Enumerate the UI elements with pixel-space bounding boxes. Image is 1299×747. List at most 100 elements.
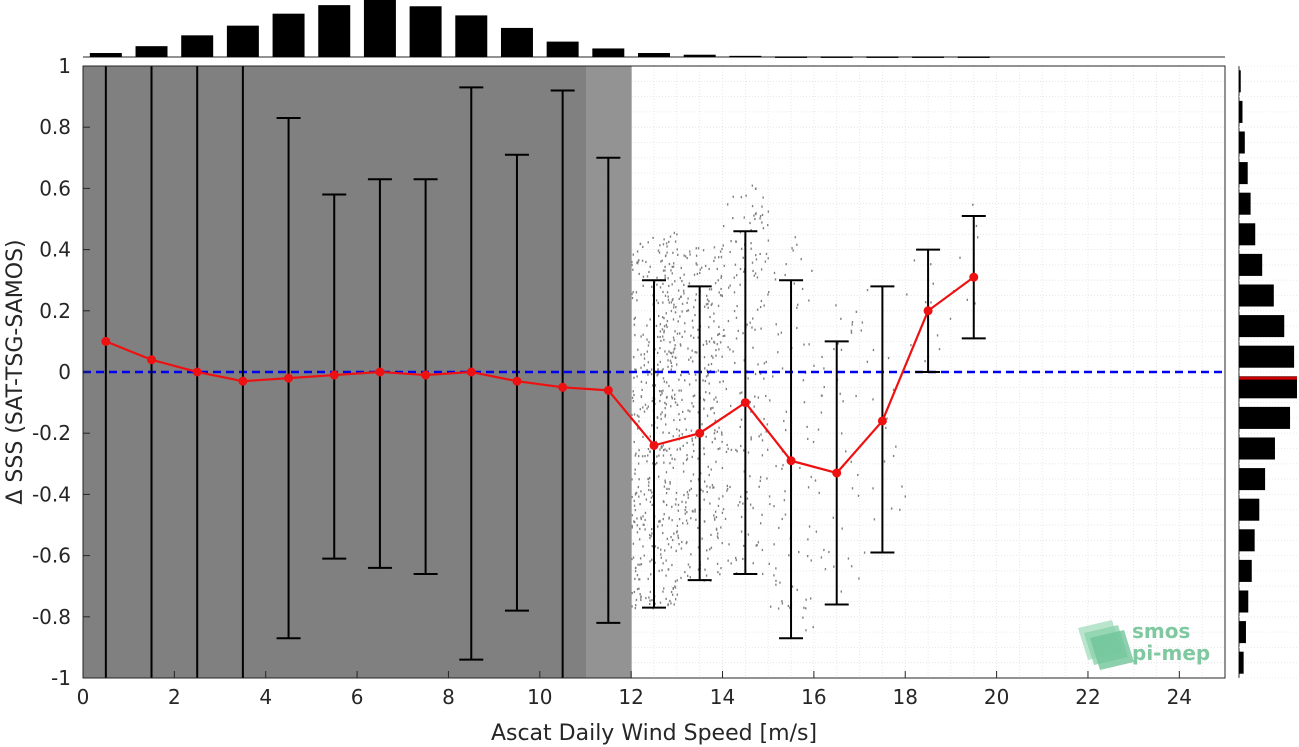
scatter-point bbox=[648, 533, 651, 537]
scatter-point bbox=[680, 266, 682, 270]
scatter-point bbox=[677, 253, 679, 256]
scatter-point bbox=[672, 265, 675, 268]
scatter-point bbox=[649, 450, 651, 453]
scatter-point bbox=[687, 496, 689, 499]
y-tick-label: -0.2 bbox=[32, 421, 71, 445]
scatter-point bbox=[651, 599, 653, 602]
scatter-point bbox=[802, 616, 804, 619]
scatter-point bbox=[784, 513, 787, 516]
scatter-point bbox=[646, 324, 648, 327]
logo-icon bbox=[1078, 620, 1134, 670]
scatter-point bbox=[671, 389, 674, 392]
scatter-point bbox=[648, 476, 651, 480]
scatter-point bbox=[742, 332, 744, 335]
scatter-point bbox=[754, 254, 757, 257]
scatter-point bbox=[657, 301, 659, 305]
scatter-point bbox=[634, 570, 637, 573]
scatter-point bbox=[727, 346, 729, 349]
scatter-point bbox=[690, 356, 692, 359]
x-tick-label: 10 bbox=[527, 685, 552, 709]
scatter-point bbox=[635, 452, 637, 455]
scatter-point bbox=[672, 435, 674, 438]
scatter-point bbox=[736, 450, 738, 453]
scatter-point bbox=[704, 264, 707, 268]
right-histogram-bar bbox=[1239, 223, 1256, 246]
scatter-point bbox=[720, 526, 722, 529]
scatter-point bbox=[646, 338, 648, 341]
scatter-point bbox=[682, 410, 684, 413]
scatter-point bbox=[705, 574, 708, 577]
scatter-point bbox=[661, 411, 663, 414]
scatter-point bbox=[665, 597, 667, 601]
scatter-point bbox=[676, 593, 679, 596]
scatter-point bbox=[808, 343, 810, 346]
scatter-point bbox=[664, 401, 666, 404]
scatter-point bbox=[640, 366, 642, 369]
scatter-point bbox=[677, 289, 680, 292]
scatter-point bbox=[697, 568, 700, 571]
scatter-point bbox=[716, 267, 718, 271]
scatter-point bbox=[643, 357, 646, 360]
scatter-point bbox=[669, 351, 672, 354]
scatter-point bbox=[924, 301, 927, 304]
scatter-point bbox=[724, 517, 727, 521]
scatter-point bbox=[706, 298, 709, 301]
y-axis: -1 -0.8 -0.6 -0.4 -0.2 0 0.2 0.4 0.6 0.8 1 bbox=[32, 54, 90, 690]
scatter-point bbox=[803, 401, 806, 404]
scatter-point bbox=[760, 268, 763, 271]
scatter-point bbox=[769, 399, 771, 402]
scatter-point bbox=[712, 356, 714, 359]
scatter-point bbox=[666, 291, 669, 294]
scatter-point bbox=[655, 324, 658, 328]
right-histogram-bar bbox=[1239, 284, 1274, 307]
scatter-point bbox=[637, 260, 639, 263]
scatter-point bbox=[665, 492, 668, 495]
scatter-point bbox=[750, 229, 752, 232]
right-histogram-bar bbox=[1239, 651, 1244, 674]
scatter-point bbox=[660, 417, 662, 421]
scatter-point bbox=[672, 262, 675, 265]
scatter-point bbox=[739, 495, 742, 498]
scatter-point bbox=[782, 464, 784, 467]
scatter-point bbox=[636, 414, 639, 417]
scatter-point bbox=[741, 391, 743, 394]
scatter-point bbox=[668, 431, 670, 435]
scatter-point bbox=[817, 428, 820, 431]
scatter-point bbox=[678, 429, 681, 432]
scatter-point bbox=[828, 550, 830, 554]
scatter-point bbox=[850, 460, 852, 463]
scatter-point bbox=[719, 250, 722, 253]
scatter-point bbox=[679, 418, 681, 422]
scatter-point bbox=[681, 280, 683, 283]
scatter-point bbox=[634, 334, 636, 337]
scatter-point bbox=[638, 415, 640, 418]
scatter-point bbox=[730, 562, 732, 565]
scatter-point bbox=[791, 247, 793, 250]
scatter-point bbox=[674, 585, 676, 588]
scatter-point bbox=[685, 458, 688, 462]
scatter-point bbox=[710, 362, 713, 366]
scatter-point bbox=[638, 272, 640, 275]
scatter-point bbox=[710, 303, 713, 307]
scatter-point bbox=[722, 334, 724, 338]
plot-area bbox=[82, 65, 1226, 679]
scatter-point bbox=[662, 282, 664, 285]
scatter-point bbox=[667, 359, 669, 362]
scatter-point bbox=[720, 274, 723, 278]
scatter-point bbox=[635, 598, 638, 602]
scatter-point bbox=[661, 392, 663, 395]
scatter-point bbox=[759, 479, 761, 482]
scatter-point bbox=[659, 399, 661, 403]
scatter-point bbox=[661, 328, 664, 331]
scatter-point bbox=[746, 491, 748, 494]
scatter-point bbox=[664, 277, 666, 280]
scatter-point bbox=[640, 517, 643, 521]
scatter-point bbox=[706, 342, 708, 345]
scatter-point bbox=[633, 323, 636, 326]
scatter-point bbox=[735, 448, 737, 452]
scatter-point bbox=[742, 557, 744, 561]
scatter-point bbox=[668, 384, 670, 388]
scatter-point bbox=[866, 360, 869, 363]
scatter-point bbox=[642, 435, 644, 438]
scatter-point bbox=[815, 530, 818, 533]
